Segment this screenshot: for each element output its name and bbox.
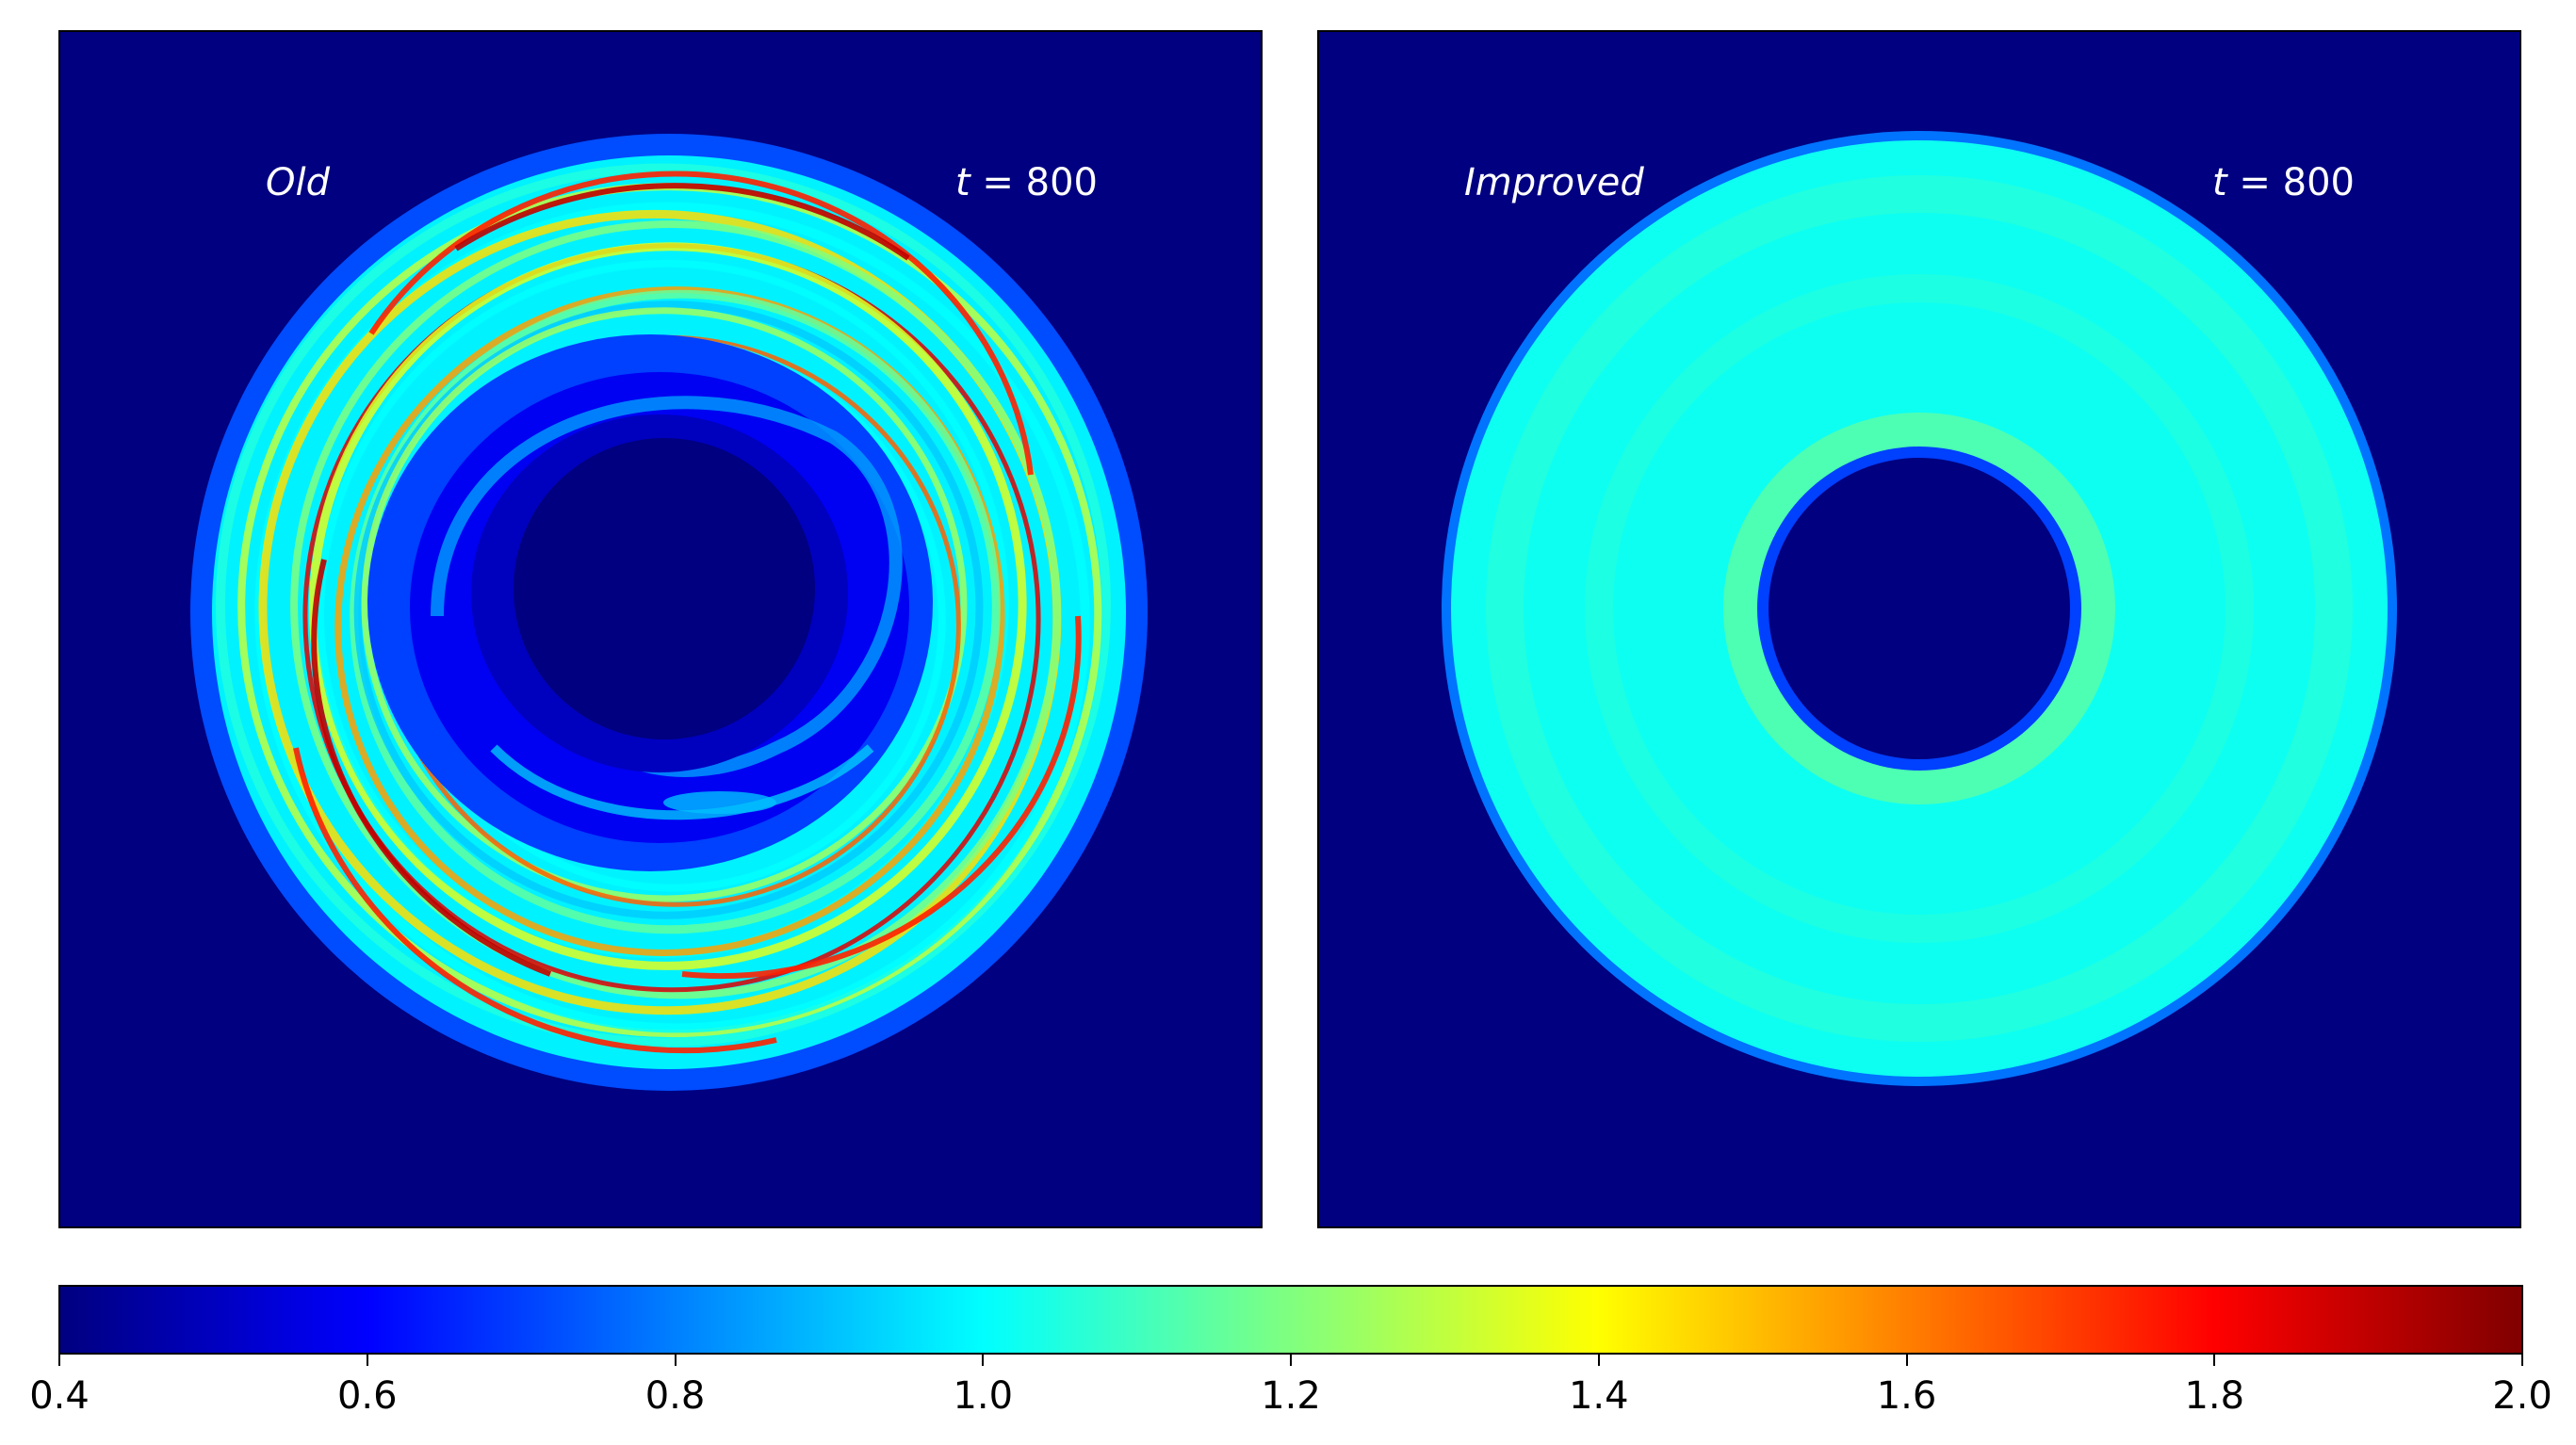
colorbar-tick-label: 1.8 bbox=[2184, 1374, 2245, 1418]
colorbar-tick-mark bbox=[366, 1355, 368, 1366]
improved-panel-time: t = 800 bbox=[2212, 160, 2355, 205]
colorbar-tick-label: 0.4 bbox=[29, 1374, 90, 1418]
colorbar-tick-label: 1.0 bbox=[953, 1374, 1014, 1418]
colorbar-tick-label: 0.8 bbox=[644, 1374, 706, 1418]
improved-density-map bbox=[1319, 32, 2519, 1226]
annulus-band bbox=[1486, 175, 2353, 1042]
colorbar-tick-mark bbox=[58, 1355, 60, 1366]
density-streak bbox=[216, 163, 1111, 1047]
inner-hole bbox=[514, 438, 815, 739]
colorbar-tick-mark bbox=[674, 1355, 677, 1366]
annulus-band bbox=[1585, 274, 2254, 943]
old-panel-time: t = 800 bbox=[955, 160, 1098, 205]
improved-panel-label: Improved bbox=[1464, 161, 1644, 204]
old-time-value: = 800 bbox=[970, 161, 1098, 204]
inner-hole bbox=[1769, 458, 2070, 759]
improved-time-value: = 800 bbox=[2226, 161, 2355, 204]
hot-streak bbox=[311, 559, 552, 977]
colorbar-tick-label: 2.0 bbox=[2492, 1374, 2552, 1418]
colorbar-tick-mark bbox=[1597, 1355, 1600, 1366]
colorbar-tick-mark bbox=[2213, 1355, 2216, 1366]
colorbar-tick-mark bbox=[1290, 1355, 1292, 1366]
colorbar-tick-mark bbox=[982, 1355, 985, 1366]
colorbar-tick-label: 1.2 bbox=[1261, 1374, 1321, 1418]
hot-streak bbox=[293, 747, 777, 1054]
hot-streak bbox=[681, 615, 1082, 980]
density-streak bbox=[350, 289, 1001, 934]
old-panel-label: Old bbox=[266, 161, 330, 204]
colorbar bbox=[58, 1285, 2523, 1355]
bright-blob bbox=[663, 791, 776, 814]
spiral-arm bbox=[490, 744, 874, 820]
colorbar-tick-mark bbox=[2521, 1355, 2523, 1366]
colorbar-tick-label: 1.4 bbox=[1568, 1374, 1629, 1418]
colorbar-tick-label: 0.6 bbox=[336, 1374, 398, 1418]
hot-streak bbox=[368, 170, 1034, 476]
old-time-var: t bbox=[955, 161, 970, 204]
density-streak bbox=[353, 300, 984, 919]
improved-panel: Improved t = 800 bbox=[1317, 30, 2521, 1228]
old-density-map bbox=[60, 32, 1261, 1226]
hot-streak bbox=[454, 183, 910, 261]
improved-time-var: t bbox=[2212, 161, 2227, 204]
colorbar-tick-mark bbox=[1905, 1355, 1908, 1366]
colorbar-tick-label: 1.6 bbox=[1876, 1374, 1937, 1418]
density-streak bbox=[309, 242, 1027, 970]
density-streak bbox=[361, 307, 968, 902]
old-panel: Old t = 800 bbox=[58, 30, 1263, 1228]
